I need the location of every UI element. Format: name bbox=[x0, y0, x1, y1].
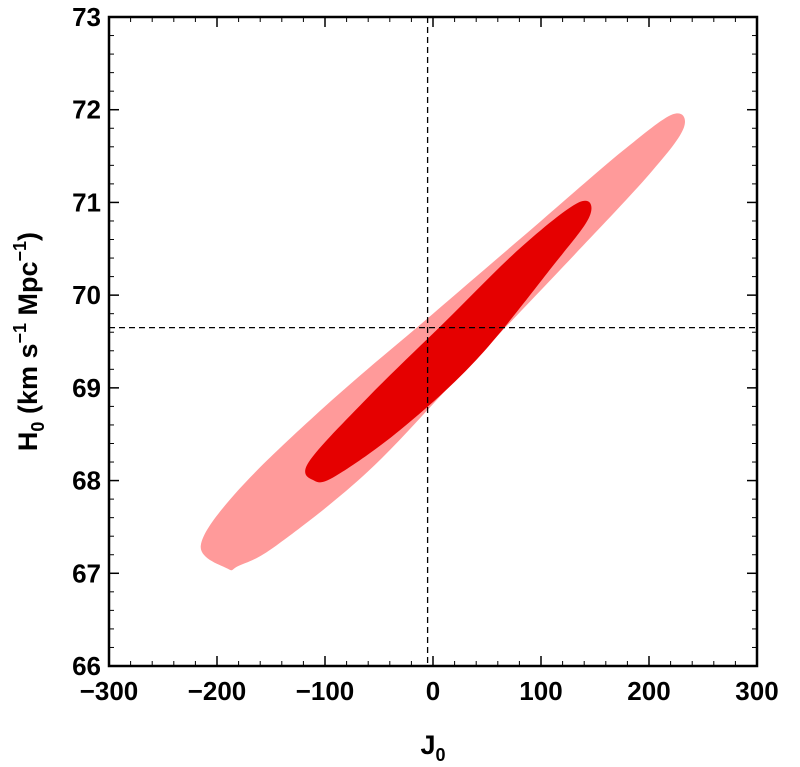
x-tick-label: 300 bbox=[735, 676, 778, 706]
x-tick-label: 200 bbox=[627, 676, 670, 706]
confidence-regions bbox=[200, 113, 685, 571]
region-1σ bbox=[305, 200, 592, 483]
x-axis-title: J0 bbox=[420, 730, 445, 765]
y-tick-label: 72 bbox=[72, 95, 101, 125]
y-axis-units-2: Mpc bbox=[13, 261, 43, 323]
y-tick-label: 70 bbox=[72, 280, 101, 310]
y-axis-sup-1: −1 bbox=[10, 323, 30, 344]
y-axis-subscript: 0 bbox=[28, 422, 48, 432]
best-fit-guides bbox=[109, 17, 757, 666]
x-tick-label: −100 bbox=[296, 676, 355, 706]
y-axis-symbol: H bbox=[13, 432, 43, 452]
x-tick-label: 0 bbox=[426, 676, 440, 706]
x-axis-subscript: 0 bbox=[436, 745, 446, 765]
y-tick-label: 67 bbox=[72, 558, 101, 588]
axis-ticks: −300 −200 −100 0 100 200 300 66 67 68 69 70 71 72 73 bbox=[72, 2, 779, 706]
y-tick-label: 66 bbox=[72, 651, 101, 681]
y-tick-label: 68 bbox=[72, 466, 101, 496]
y-tick-label: 71 bbox=[72, 187, 101, 217]
y-tick-label: 69 bbox=[72, 373, 101, 403]
y-axis-units-1: (km s bbox=[13, 344, 43, 422]
x-axis-symbol: J bbox=[420, 730, 435, 760]
y-axis-sup-2: −1 bbox=[10, 241, 30, 262]
y-axis-title: H0 (km s−1 Mpc−1) bbox=[10, 232, 48, 451]
x-tick-label: −200 bbox=[188, 676, 247, 706]
x-tick-label: −300 bbox=[80, 676, 139, 706]
y-axis-units-3: ) bbox=[13, 232, 43, 241]
x-tick-label: 100 bbox=[519, 676, 562, 706]
y-tick-label: 73 bbox=[72, 2, 101, 32]
